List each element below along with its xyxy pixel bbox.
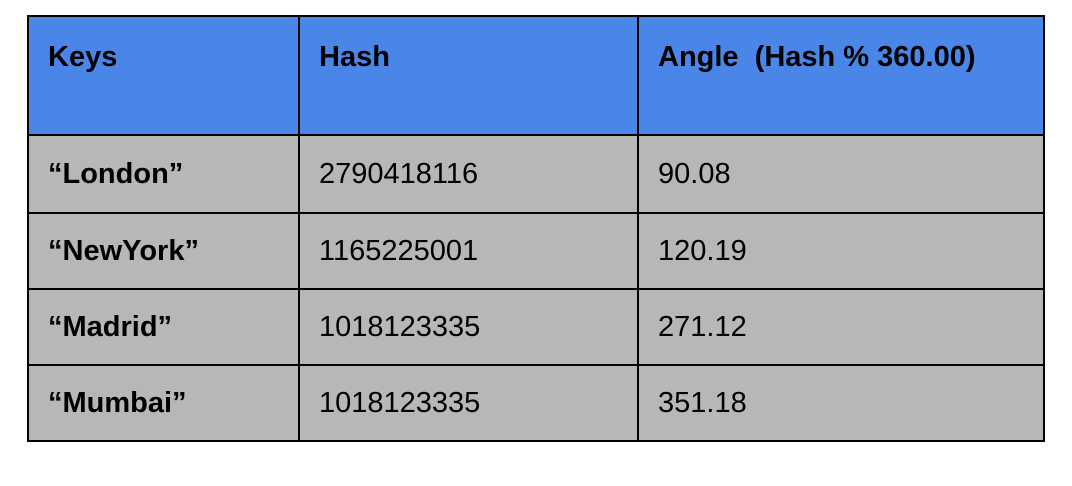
table-row: “London” 2790418116 90.08 [27,134,1045,214]
angle-cell: 271.12 [637,288,1045,366]
header-keys: Keys [27,15,300,136]
header-hash: Hash [298,15,639,136]
angle-cell: 120.19 [637,212,1045,290]
hash-cell: 1018123335 [298,288,639,366]
header-row: Keys Hash Angle (Hash % 360.00) [27,15,1045,136]
header-angle: Angle (Hash % 360.00) [637,15,1045,136]
hash-cell: 1165225001 [298,212,639,290]
table-row: “Madrid” 1018123335 271.12 [27,288,1045,366]
angle-cell: 351.18 [637,364,1045,442]
table-row: “Mumbai” 1018123335 351.18 [27,364,1045,442]
hash-table: Keys Hash Angle (Hash % 360.00) “London”… [27,15,1045,442]
hash-cell: 1018123335 [298,364,639,442]
table-header: Keys Hash Angle (Hash % 360.00) [27,15,1045,136]
key-cell: “NewYork” [27,212,300,290]
key-cell: “Mumbai” [27,364,300,442]
table-row: “NewYork” 1165225001 120.19 [27,212,1045,290]
table-body: “London” 2790418116 90.08 “NewYork” 1165… [27,134,1045,442]
angle-cell: 90.08 [637,134,1045,214]
hash-cell: 2790418116 [298,134,639,214]
key-cell: “Madrid” [27,288,300,366]
key-cell: “London” [27,134,300,214]
